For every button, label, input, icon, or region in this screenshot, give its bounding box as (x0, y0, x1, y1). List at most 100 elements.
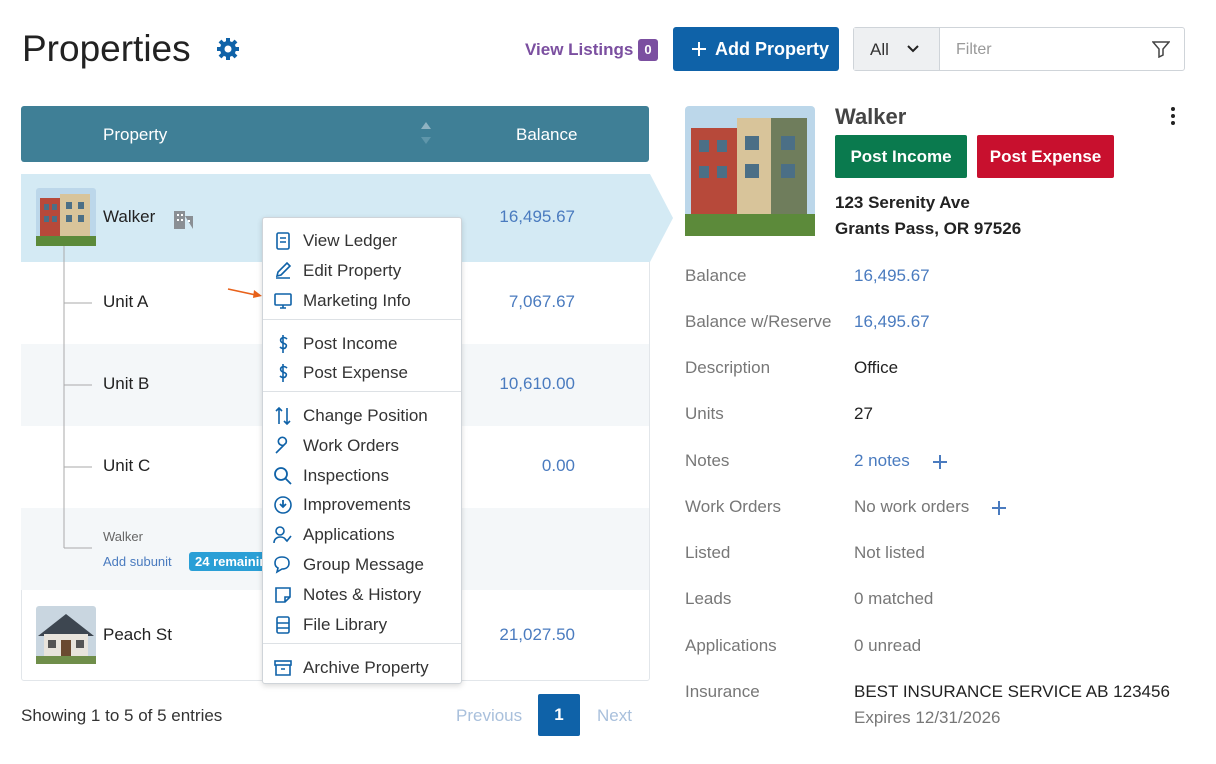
menu-separator (263, 390, 461, 392)
menu-item-label: Inspections (303, 465, 389, 485)
annotation-arrow (227, 288, 262, 298)
previous-button[interactable]: Previous (456, 706, 523, 725)
filter-group: All Filter (853, 27, 1185, 71)
menu-item[interactable]: Work Orders (263, 431, 461, 461)
menu-item[interactable]: View Ledger (263, 226, 461, 256)
tree-lines (63, 174, 673, 549)
listings-badge: 0 (638, 39, 658, 61)
menu-item-label: View Ledger (303, 231, 398, 250)
balance: 16,495.67 (499, 207, 575, 226)
column-header[interactable]: Property (103, 125, 168, 144)
field-value: 0 matched (854, 589, 934, 608)
pagination-summary: Showing 1 to 5 of 5 entries (21, 706, 223, 725)
menu-icon (274, 466, 292, 485)
menu-icon (279, 364, 288, 383)
menu-item[interactable]: Post Income (263, 329, 461, 359)
add-property-button[interactable]: Add Property (673, 27, 839, 71)
detail-name: Walker (835, 104, 907, 129)
balance: 7,067.67 (508, 292, 575, 311)
property-photo (36, 188, 96, 246)
property-photo (36, 606, 96, 664)
balance: 10,610.00 (499, 374, 575, 393)
field-label: Notes (685, 451, 730, 470)
page-title: Properties (22, 28, 191, 69)
filter-select[interactable]: All (854, 28, 940, 70)
column-header[interactable]: Balance (516, 125, 578, 144)
menu-icon (276, 232, 290, 250)
settings-icon[interactable] (216, 37, 240, 61)
building-icon (174, 211, 193, 229)
property-name: Unit C (103, 456, 151, 475)
menu-item-label: Marketing Info (303, 290, 411, 310)
menu-item-label: Improvements (303, 495, 411, 515)
filter-icon (1152, 41, 1170, 58)
menu-item-label: Group Message (303, 555, 424, 575)
field-value[interactable]: 2 notes (854, 451, 910, 470)
menu-item[interactable]: Archive Property (263, 653, 461, 683)
field-label: Units (685, 404, 724, 423)
menu-item[interactable]: Improvements (263, 490, 461, 520)
field-label: Description (685, 358, 771, 377)
field-value: 16,495.67 (854, 266, 930, 285)
menu-icon (275, 436, 288, 454)
parent-name: Walker (103, 529, 143, 544)
field-value: Not listed (854, 543, 925, 562)
detail-photo (685, 106, 815, 236)
menu-item-label: Edit Property (303, 260, 402, 280)
menu-item-label: File Library (303, 615, 388, 634)
add-icon (932, 455, 947, 469)
menu-item[interactable]: Change Position (263, 401, 461, 431)
address-line: Grants Pass, OR 97526 (835, 219, 1022, 238)
button-label: Add Property (715, 39, 830, 59)
menu-item-label: Post Expense (303, 363, 408, 383)
menu-item[interactable]: File Library (263, 610, 461, 640)
menu-separator (263, 318, 461, 320)
field-value: Office (854, 358, 899, 377)
property-name: Walker (103, 207, 156, 226)
menu-item[interactable]: Group Message (263, 550, 461, 580)
sort-icon (421, 122, 431, 144)
menu-item[interactable]: Post Expense (263, 358, 461, 388)
menu-icon (275, 406, 291, 425)
plus-icon (692, 42, 706, 56)
view-listings-link[interactable]: View Listings (525, 40, 634, 59)
field-label: Balance (685, 266, 747, 285)
menu-icon (273, 526, 292, 544)
menu-icon (276, 616, 290, 634)
page-button[interactable]: 1 (538, 694, 580, 736)
balance: 21,027.50 (499, 625, 575, 644)
menu-item-label: Applications (303, 525, 395, 545)
table-row[interactable]: Peach St 21,027.50 (21, 590, 649, 680)
add-subunit-link[interactable]: Add subunit (103, 554, 172, 569)
chevron (907, 45, 919, 53)
field-label: Listed (685, 543, 731, 562)
post-income-button[interactable]: Post Income (835, 135, 967, 178)
menu-item-label: Archive Property (303, 657, 429, 677)
select-value: All (870, 40, 889, 59)
menu-item[interactable]: Inspections (263, 461, 461, 491)
menu-item[interactable]: Applications (263, 520, 461, 550)
field-label: Balance w/Reserve (685, 312, 832, 331)
menu-item[interactable]: Marketing Info (263, 286, 461, 316)
next-button[interactable]: Next (597, 706, 632, 725)
field-value: BEST INSURANCE SERVICE AB 123456 (854, 682, 1170, 701)
field-label: Insurance (685, 682, 760, 701)
menu-icon (274, 292, 292, 309)
kebab-menu[interactable] (1168, 106, 1178, 126)
menu-icon (274, 556, 290, 574)
menu-icon (274, 660, 292, 676)
menu-item-label: Notes & History (303, 585, 422, 605)
menu-item[interactable]: Edit Property (263, 256, 461, 286)
property-name: Unit A (103, 292, 149, 311)
remaining-badge: 24 remaining (189, 552, 282, 571)
address-line: 123 Serenity Ave (835, 193, 970, 212)
context-menu: View Ledger Edit Property Marketing Info Po… (262, 217, 462, 684)
post-expense-button[interactable]: Post Expense (977, 135, 1114, 178)
menu-item[interactable]: Notes & History (263, 580, 461, 610)
menu-separator (263, 642, 461, 644)
menu-icon (275, 587, 291, 603)
field-value: No work orders (854, 497, 970, 516)
property-name: Peach St (103, 625, 172, 644)
filter-input[interactable]: Filter (956, 41, 992, 58)
menu-icon (274, 496, 292, 515)
